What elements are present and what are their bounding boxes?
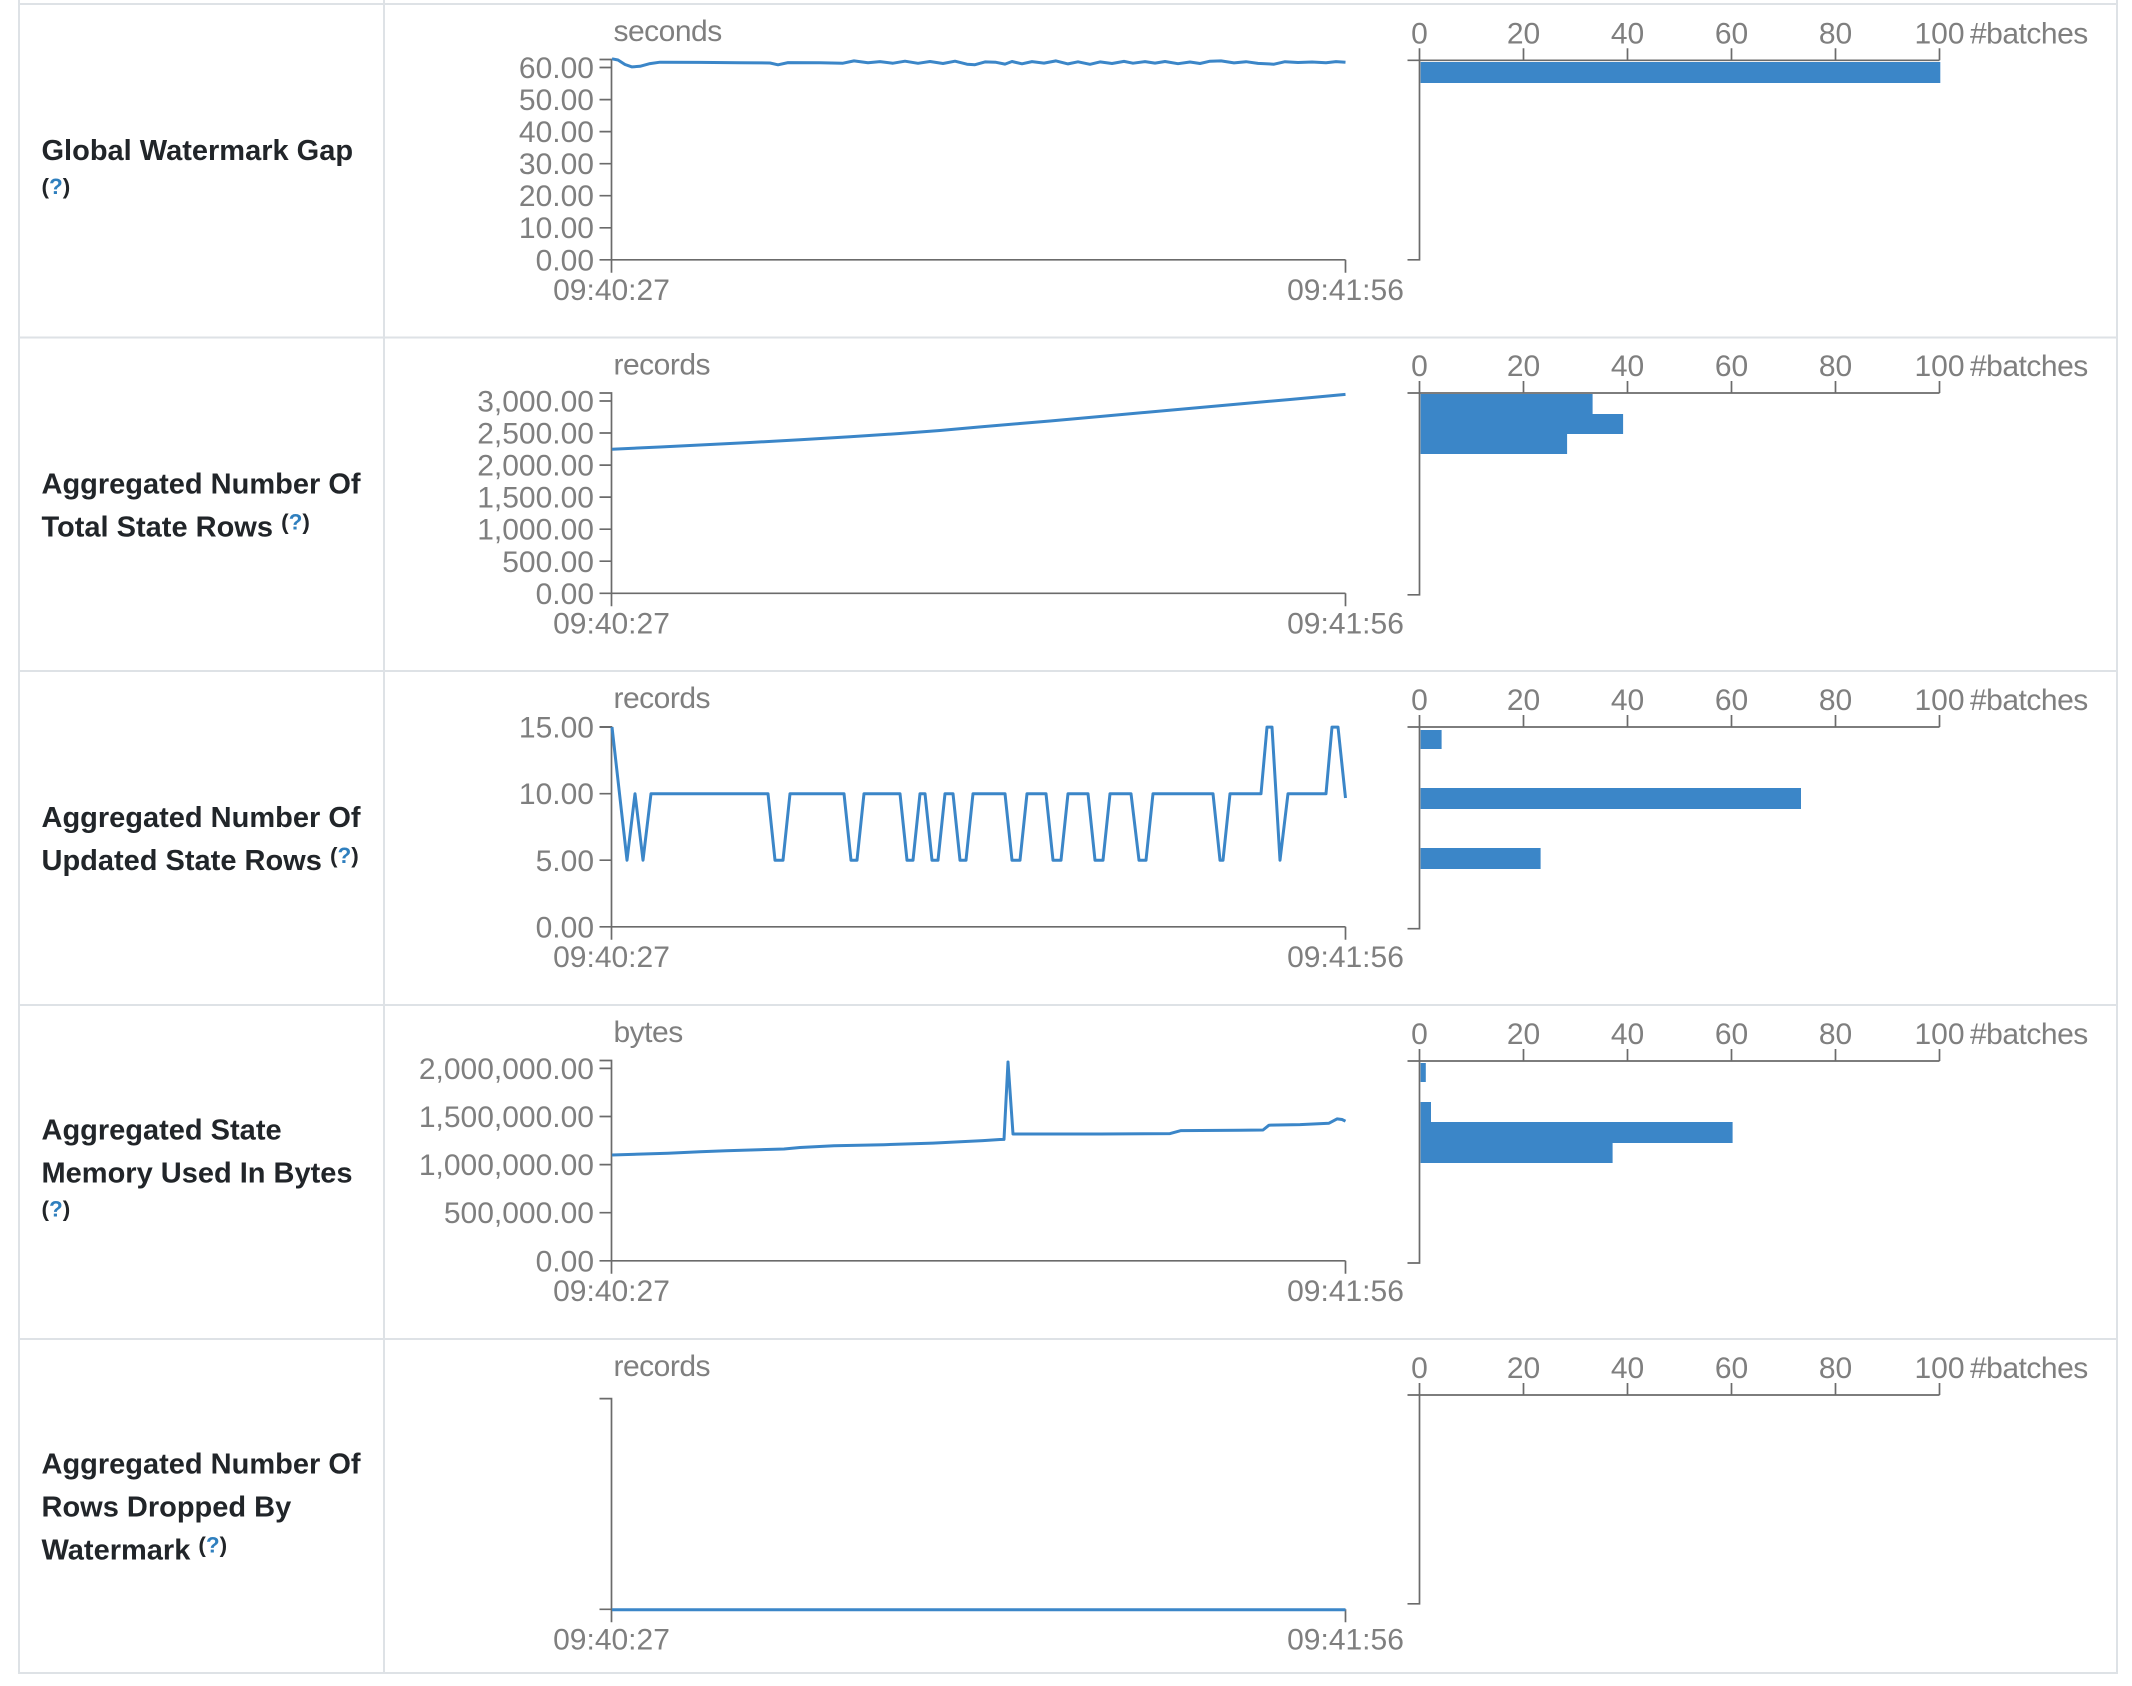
svg-text:40: 40	[1611, 17, 1644, 50]
svg-text:09:41:56: 09:41:56	[1287, 941, 1404, 974]
svg-text:80: 80	[1819, 684, 1852, 717]
svg-text:09:41:56: 09:41:56	[1287, 1623, 1404, 1656]
svg-text:Rows Dropped By: Rows Dropped By	[42, 1492, 292, 1524]
svg-text:09:40:27: 09:40:27	[553, 274, 670, 307]
svg-text:60: 60	[1715, 17, 1748, 50]
svg-text:#batches: #batches	[1970, 1352, 2088, 1385]
svg-text:100: 100	[1914, 17, 1964, 50]
svg-text:60: 60	[1715, 1352, 1748, 1385]
svg-text:1,000,000.00: 1,000,000.00	[419, 1149, 594, 1182]
svg-text:40: 40	[1611, 684, 1644, 717]
svg-text:100: 100	[1914, 684, 1964, 717]
svg-text:Watermark (?): Watermark (?)	[42, 1533, 228, 1567]
svg-text:20: 20	[1507, 17, 1540, 50]
svg-text:2,500.00: 2,500.00	[477, 418, 594, 451]
svg-text:09:40:27: 09:40:27	[553, 941, 670, 974]
svg-text:2,000,000.00: 2,000,000.00	[419, 1053, 594, 1086]
svg-text:#batches: #batches	[1970, 17, 2088, 50]
svg-text:20: 20	[1507, 684, 1540, 717]
svg-text:60.00: 60.00	[519, 52, 594, 85]
svg-text:seconds: seconds	[614, 15, 722, 48]
svg-text:0.00: 0.00	[536, 244, 594, 277]
svg-text:09:40:27: 09:40:27	[553, 607, 670, 640]
svg-text:40: 40	[1611, 350, 1644, 383]
svg-text:records: records	[614, 682, 711, 715]
svg-text:100: 100	[1914, 350, 1964, 383]
svg-text:40.00: 40.00	[519, 116, 594, 149]
svg-text:0: 0	[1411, 684, 1428, 717]
svg-text:20.00: 20.00	[519, 180, 594, 213]
svg-text:80: 80	[1819, 1352, 1852, 1385]
svg-text:2,000.00: 2,000.00	[477, 450, 594, 483]
svg-text:Total State Rows (?): Total State Rows (?)	[42, 510, 310, 544]
svg-text:Updated State Rows (?): Updated State Rows (?)	[42, 843, 359, 877]
svg-text:09:41:56: 09:41:56	[1287, 607, 1404, 640]
svg-text:Memory Used In Bytes: Memory Used In Bytes	[42, 1158, 353, 1190]
svg-text:0: 0	[1411, 1018, 1428, 1051]
svg-text:0.00: 0.00	[536, 578, 594, 611]
svg-text:bytes: bytes	[614, 1016, 683, 1049]
svg-text:1,000.00: 1,000.00	[477, 514, 594, 547]
svg-text:50.00: 50.00	[519, 84, 594, 117]
svg-text:40: 40	[1611, 1018, 1644, 1051]
svg-text:09:41:56: 09:41:56	[1287, 1275, 1404, 1308]
svg-text:100: 100	[1914, 1018, 1964, 1051]
svg-text:80: 80	[1819, 17, 1852, 50]
svg-text:10.00: 10.00	[519, 212, 594, 245]
svg-text:#batches: #batches	[1970, 350, 2088, 383]
svg-text:100: 100	[1914, 1352, 1964, 1385]
svg-text:#batches: #batches	[1970, 684, 2088, 717]
svg-text:15.00: 15.00	[519, 712, 594, 745]
svg-text:0: 0	[1411, 1352, 1428, 1385]
svg-text:500.00: 500.00	[502, 546, 594, 579]
svg-text:Aggregated State: Aggregated State	[42, 1115, 282, 1147]
svg-text:60: 60	[1715, 350, 1748, 383]
svg-text:60: 60	[1715, 684, 1748, 717]
svg-text:Global Watermark Gap: Global Watermark Gap	[42, 135, 354, 167]
svg-text:09:40:27: 09:40:27	[553, 1275, 670, 1308]
svg-text:1,500.00: 1,500.00	[477, 482, 594, 515]
svg-text:Aggregated Number Of: Aggregated Number Of	[42, 469, 361, 501]
svg-text:3,000.00: 3,000.00	[477, 386, 594, 419]
svg-text:records: records	[614, 1350, 711, 1383]
svg-text:1,500,000.00: 1,500,000.00	[419, 1101, 594, 1134]
svg-text:09:40:27: 09:40:27	[553, 1623, 670, 1656]
svg-text:Aggregated Number Of: Aggregated Number Of	[42, 802, 361, 834]
svg-text:5.00: 5.00	[536, 845, 594, 878]
svg-text:0.00: 0.00	[536, 1245, 594, 1278]
svg-text:80: 80	[1819, 1018, 1852, 1051]
svg-text:0: 0	[1411, 350, 1428, 383]
svg-text:20: 20	[1507, 1352, 1540, 1385]
svg-text:40: 40	[1611, 1352, 1644, 1385]
svg-text:500,000.00: 500,000.00	[444, 1197, 594, 1230]
svg-text:0: 0	[1411, 17, 1428, 50]
svg-text:records: records	[614, 349, 711, 382]
svg-text:60: 60	[1715, 1018, 1748, 1051]
svg-text:Aggregated Number Of: Aggregated Number Of	[42, 1449, 361, 1481]
svg-text:(?): (?)	[42, 1197, 71, 1222]
svg-text:30.00: 30.00	[519, 148, 594, 181]
svg-text:#batches: #batches	[1970, 1018, 2088, 1051]
svg-text:10.00: 10.00	[519, 778, 594, 811]
svg-text:09:41:56: 09:41:56	[1287, 274, 1404, 307]
svg-text:20: 20	[1507, 350, 1540, 383]
svg-text:20: 20	[1507, 1018, 1540, 1051]
svg-text:80: 80	[1819, 350, 1852, 383]
svg-text:0.00: 0.00	[536, 911, 594, 944]
svg-text:(?): (?)	[42, 174, 71, 199]
